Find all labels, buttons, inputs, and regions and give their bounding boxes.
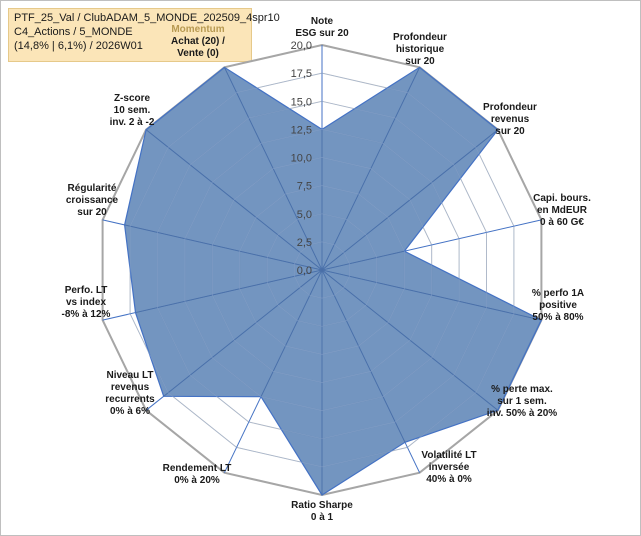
- axis-label: Z-score 10 sem. inv. 2 à -2: [110, 93, 155, 128]
- grid-ring-overlay: [129, 72, 515, 468]
- axis-label: Note ESG sur 20: [295, 16, 349, 39]
- tick-label: 0,0: [297, 265, 312, 277]
- axis-label-line: ESG sur 20: [295, 28, 349, 39]
- axis-label-line: Achat (20) /: [171, 36, 225, 47]
- axis-labels: Note ESG sur 20 Profondeur historique sur 20…: [62, 16, 592, 523]
- axis-label-line: 0 à 60 G€: [540, 217, 584, 228]
- axis-label-line: 0% à 6%: [110, 406, 150, 417]
- axis-spoke-overlay: [321, 250, 405, 271]
- axis-label: Profondeur historique sur 20: [393, 32, 447, 67]
- tick-label: 10,0: [291, 153, 312, 165]
- axis-label-line: -8% à 12%: [62, 309, 111, 320]
- axis-label-line: Rendement LT: [163, 463, 232, 474]
- axis-label-line: Momentum: [171, 24, 224, 35]
- axis-label-line: Volatilité LT: [421, 450, 476, 461]
- tick-label: 17,5: [291, 68, 312, 80]
- axis-label-line: Capi. bours.: [533, 193, 591, 204]
- axis-label-line: % perte max.: [491, 384, 553, 395]
- axis-label-line: inv. 2 à -2: [110, 117, 155, 128]
- axis-label-line: inversée: [429, 462, 470, 473]
- axis-label-line: positive: [539, 300, 577, 311]
- chart-title-box: PTF_25_Val / ClubADAM_5_MONDE_202509_4sp…: [8, 8, 280, 62]
- axis-spoke-overlay: [321, 269, 406, 443]
- axis-label-line: 40% à 0%: [426, 474, 472, 485]
- series-area: [123, 66, 543, 496]
- axis-label-line: inv. 50% à 20%: [487, 408, 558, 419]
- axis-label-line: en MdEUR: [537, 205, 588, 216]
- tick-label: 2,5: [297, 237, 312, 249]
- axis-label-line: Z-score: [114, 93, 151, 104]
- axis-label-line: sur 20: [77, 207, 107, 218]
- axis-label: % perfo 1A positive 50% à 80%: [532, 288, 584, 323]
- grid-ring-overlay: [239, 185, 405, 355]
- tick-label: 12,5: [291, 124, 312, 136]
- axis-label: % perte max. sur 1 sem. inv. 50% à 20%: [487, 384, 558, 419]
- axis-label: Régularité croissance sur 20: [66, 183, 119, 218]
- grid-ring-overlay: [266, 213, 378, 327]
- axis-label-line: Perfo. LT: [65, 285, 108, 296]
- tick-label: 20,0: [291, 40, 312, 52]
- axis-label: Profondeur revenus sur 20: [483, 102, 537, 137]
- axis-label-line: sur 20: [405, 56, 435, 67]
- axis-label-line: Note: [311, 16, 334, 27]
- axis-label-line: % perfo 1A: [532, 288, 584, 299]
- title-line-1: PTF_25_Val / ClubADAM_5_MONDE_202509_4sp…: [14, 12, 280, 24]
- axis-spoke-overlay: [260, 269, 323, 397]
- grid-ring-overlay: [157, 100, 487, 440]
- axis-label-line: revenus: [111, 382, 150, 393]
- axis-label-line: Régularité: [68, 183, 117, 194]
- axis-label: Perfo. LT vs index -8% à 12%: [62, 285, 111, 320]
- radar-series: [123, 66, 543, 496]
- grid-ring-overlay: [294, 241, 350, 299]
- axis-label: Ratio Sharpe 0 à 1: [291, 500, 353, 523]
- axis-label-line: revenus: [491, 114, 530, 125]
- axis-label-line: Profondeur: [483, 102, 537, 113]
- axis-label-line: sur 1 sem.: [497, 396, 547, 407]
- radial-tick-labels: 0,0 2,5 5,0 7,5 10,0 12,5 15,0 17,5 20,0: [291, 40, 312, 277]
- axis-label-line: Ratio Sharpe: [291, 500, 353, 511]
- axis-label: Volatilité LT inversée 40% à 0%: [421, 450, 476, 485]
- axis-label-line: recurrents: [105, 394, 155, 405]
- grid-ring-overlay: [184, 129, 460, 411]
- axis-label-line: croissance: [66, 195, 119, 206]
- title-line-2: C4_Actions / 5_MONDE: [14, 26, 133, 38]
- axis-label-line: Niveau LT: [106, 370, 153, 381]
- tick-label: 15,0: [291, 96, 312, 108]
- axis-label-line: 0% à 20%: [174, 475, 220, 486]
- axis-label: Niveau LT revenus recurrents 0% à 6%: [105, 370, 155, 417]
- tick-label: 5,0: [297, 209, 312, 221]
- grid-ring-overlay: [211, 157, 433, 383]
- axis-label-line: historique: [396, 44, 445, 55]
- axis-label-line: 10 sem.: [114, 105, 151, 116]
- axis-spoke-overlay: [135, 269, 323, 313]
- title-line-3: (14,8% | 6,1%) / 2026W01: [14, 40, 143, 52]
- axis-label-line: vs index: [66, 297, 106, 308]
- axis-label: Rendement LT 0% à 20%: [163, 463, 232, 486]
- tick-label: 7,5: [297, 181, 312, 193]
- axis-label: Momentum Achat (20) / Vente (0): [171, 24, 225, 59]
- axis-label: Capi. bours. en MdEUR 0 à 60 G€: [533, 193, 591, 228]
- axis-label-line: sur 20: [495, 126, 525, 137]
- axis-label-line: 0 à 1: [311, 512, 334, 523]
- axis-label-line: 50% à 80%: [532, 312, 583, 323]
- axis-label-line: Profondeur: [393, 32, 447, 43]
- axis-label-line: Vente (0): [177, 48, 219, 59]
